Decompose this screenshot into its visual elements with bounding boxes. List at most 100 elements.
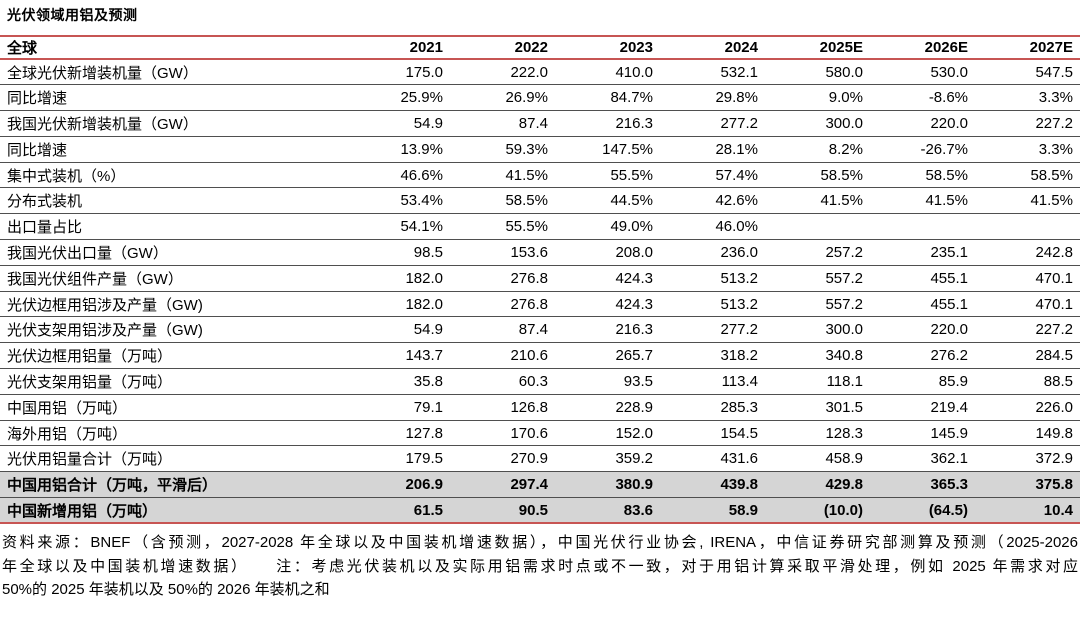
cell-value: 44.5% xyxy=(610,192,653,210)
cell-value: 26.9% xyxy=(505,89,548,107)
cell-value: 458.9 xyxy=(825,450,863,468)
cell-value: 46.6% xyxy=(400,166,443,184)
table-row: 我国光伏组件产量（GW） 182.0 276.8 424.3 513.2 557.2 455… xyxy=(0,265,1080,292)
cell-value: 580.0 xyxy=(825,63,863,81)
table-row: 海外用铝（万吨） 127.8 170.6 152.0 154.5 128.3 145.9 14… xyxy=(0,420,1080,446)
cell-value: 61.5 xyxy=(413,501,443,519)
table-row: 中国用铝合计（万吨，平滑后） 206.9 297.4 380.9 439.8 429.8 3… xyxy=(0,471,1080,498)
cell-value: 285.3 xyxy=(720,398,758,416)
cell-value: 55.5% xyxy=(505,218,548,236)
cell-value: 228.9 xyxy=(615,398,653,416)
cell-value: 276.8 xyxy=(510,295,548,313)
cell-value: 143.7 xyxy=(405,347,443,365)
cell-value: 28.1% xyxy=(715,140,758,158)
table-row: 同比增速 13.9% 59.3% 147.5% 28.1% 8.2% -26.7% 3.3% xyxy=(0,136,1080,163)
cell-value: 55.5% xyxy=(610,166,653,184)
cell-value: 13.9% xyxy=(400,140,443,158)
cell-value: 58.5% xyxy=(925,166,968,184)
cell-value: 429.8 xyxy=(825,476,863,494)
cell-value: (10.0) xyxy=(823,501,863,519)
table-row: 集中式装机（%） 46.6% 41.5% 55.5% 57.4% 58.5% 58.5% 58… xyxy=(0,162,1080,188)
cell-value: 57.4% xyxy=(715,166,758,184)
row-label: 我国光伏组件产量（GW） xyxy=(7,270,183,288)
col-header-year: 2022 xyxy=(514,39,548,56)
cell-value: 84.7% xyxy=(610,89,653,107)
col-header-year: 2024 xyxy=(724,39,758,56)
row-label: 光伏用铝量合计（万吨） xyxy=(7,451,173,469)
table-row: 光伏支架用铝量（万吨） 35.8 60.3 93.5 113.4 118.1 85.9 88.… xyxy=(0,369,1080,395)
cell-value xyxy=(975,214,1080,240)
cell-value: 58.5% xyxy=(820,166,863,184)
cell-value: 83.6 xyxy=(623,501,653,519)
cell-value: 227.2 xyxy=(1035,321,1073,339)
cell-value: 220.0 xyxy=(930,321,968,339)
cell-value: 359.2 xyxy=(615,450,653,468)
cell-value: 219.4 xyxy=(930,398,968,416)
cell-value: 58.5% xyxy=(1030,166,1073,184)
cell-value: 226.0 xyxy=(1035,398,1073,416)
cell-value: 118.1 xyxy=(826,372,863,390)
cell-value: 365.3 xyxy=(930,476,968,494)
table-title: 光伏领域用铝及预测 xyxy=(7,7,138,23)
cell-value: 547.5 xyxy=(1035,63,1073,81)
cell-value: 25.9% xyxy=(400,89,443,107)
table-row: 我国光伏出口量（GW） 98.5 153.6 208.0 236.0 257.2 235.1… xyxy=(0,240,1080,266)
cell-value: 170.6 xyxy=(510,424,548,442)
cell-value: 380.9 xyxy=(615,476,653,494)
col-header-year: 2027E xyxy=(1029,39,1073,56)
cell-value: 41.5% xyxy=(505,166,548,184)
cell-value: 206.9 xyxy=(405,476,443,494)
col-header-year: 2026E xyxy=(924,39,968,56)
cell-value: 455.1 xyxy=(930,269,968,287)
cell-value: 59.3% xyxy=(505,140,548,158)
table-row: 光伏边框用铝量（万吨） 143.7 210.6 265.7 318.2 340.8 276.… xyxy=(0,343,1080,369)
cell-value: 318.2 xyxy=(720,347,758,365)
row-label: 全球光伏新增装机量（GW） xyxy=(7,64,198,82)
cell-value: 182.0 xyxy=(405,295,443,313)
cell-value: 431.6 xyxy=(720,450,758,468)
cell-value: 152.0 xyxy=(615,424,653,442)
cell-value: 54.1% xyxy=(400,218,443,236)
cell-value: 530.0 xyxy=(930,63,968,81)
source-note-line-2: 年全球以及中国装机增速数据） 注：考虑光伏装机以及实际用铝需求时点或不一致，对于… xyxy=(2,557,1078,575)
cell-value: 175.0 xyxy=(405,63,443,81)
row-label: 海外用铝（万吨） xyxy=(7,425,128,443)
cell-value: 54.9 xyxy=(413,114,443,132)
cell-value: 3.3% xyxy=(1038,140,1073,158)
cell-value: 154.5 xyxy=(720,424,758,442)
cell-value: 557.2 xyxy=(825,269,863,287)
table-body: 全球光伏新增装机量（GW） 175.0 222.0 410.0 532.1 580.0 53… xyxy=(0,59,1080,524)
cell-value: 470.1 xyxy=(1035,269,1073,287)
row-label: 我国光伏新增装机量（GW） xyxy=(7,115,198,133)
cell-value: 145.9 xyxy=(930,424,968,442)
cell-value: 235.1 xyxy=(930,243,968,261)
cell-value xyxy=(765,214,870,240)
cell-value: 210.6 xyxy=(510,347,548,365)
cell-value: 208.0 xyxy=(615,243,653,261)
row-label: 中国用铝合计（万吨，平滑后） xyxy=(7,477,218,495)
cell-value: 220.0 xyxy=(930,114,968,132)
cell-value: 439.8 xyxy=(720,476,758,494)
cell-value: 276.8 xyxy=(510,269,548,287)
cell-value: 128.3 xyxy=(825,424,863,442)
row-label: 同比增速 xyxy=(7,141,68,159)
col-header-year: 2023 xyxy=(619,39,653,56)
row-label: 中国用铝（万吨） xyxy=(7,399,128,417)
row-label: 光伏支架用铝量（万吨） xyxy=(7,373,173,391)
cell-value: 300.0 xyxy=(825,114,863,132)
cell-value: 10.4 xyxy=(1043,501,1073,519)
cell-value: 424.3 xyxy=(615,269,653,287)
cell-value: 46.0% xyxy=(715,218,758,236)
row-label: 集中式装机（%） xyxy=(7,167,126,185)
cell-value: 227.2 xyxy=(1035,114,1073,132)
row-label: 我国光伏出口量（GW） xyxy=(7,244,168,262)
cell-value: 42.6% xyxy=(715,192,758,210)
cell-value: 179.5 xyxy=(405,450,443,468)
cell-value: 88.5 xyxy=(1043,372,1073,390)
row-label: 同比增速 xyxy=(7,90,68,108)
row-label: 出口量占比 xyxy=(7,219,83,237)
cell-value: 297.4 xyxy=(510,476,548,494)
row-label: 中国新增用铝（万吨） xyxy=(7,502,158,520)
cell-value: 557.2 xyxy=(825,295,863,313)
cell-value: 455.1 xyxy=(930,295,968,313)
